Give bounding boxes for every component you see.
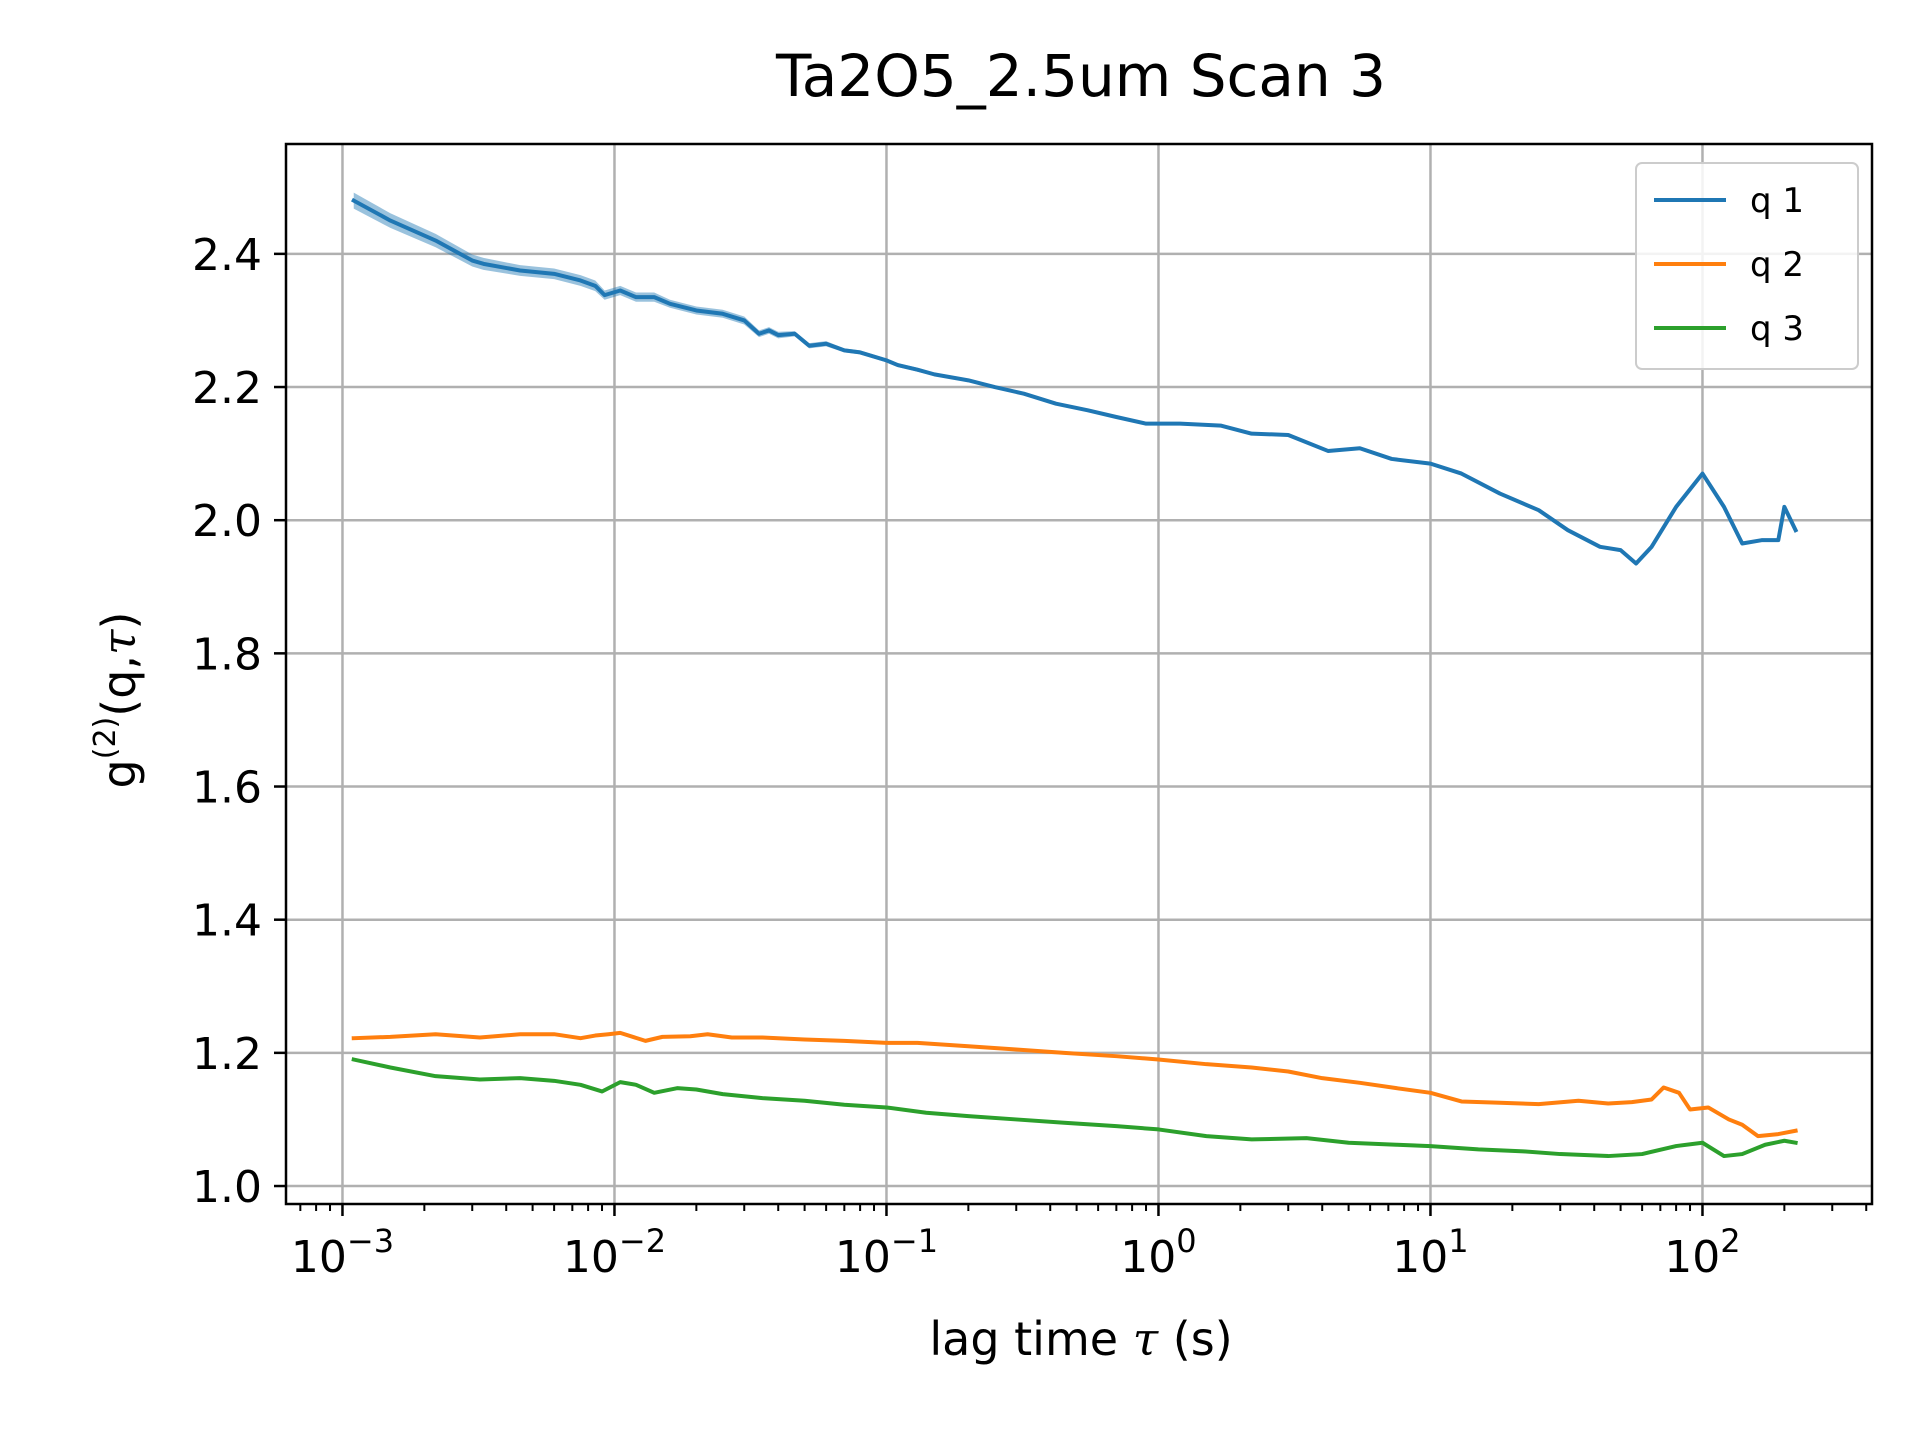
x-tick-label: 10−2 [563,1222,666,1283]
series-lines [351,197,1799,1159]
series-line [351,1057,1798,1159]
plot-area-frame [284,142,1874,1206]
x-tick-label-base: 10 [1392,1232,1448,1283]
y-tick-label: 2.4 [192,230,262,281]
y-axis-label-rest: (q, [92,655,146,717]
chart-title: Ta2O5_2.5um Scan 3 [775,42,1386,110]
y-axis-label-tau: τ [92,628,146,655]
x-axis-label-tau: τ [1133,1312,1160,1366]
x-tick-label-exponent: 0 [1176,1222,1196,1260]
y-tick-label: 1.0 [192,1162,262,1213]
x-axis-label: lag time τ (s) [929,1312,1232,1366]
x-axis-label-pre: lag time [929,1312,1132,1366]
y-tick-label: 1.4 [192,896,262,947]
x-tick-label: 100 [1120,1222,1196,1283]
legend: q 1 q 2 q 3 [1635,162,1859,370]
x-tick-label-base: 10 [835,1232,891,1283]
x-tick-label-exponent: −1 [891,1222,938,1260]
y-tick-label: 1.6 [192,763,262,814]
y-axis-label-close: ) [92,612,146,630]
y-tick-label: 1.2 [192,1029,262,1080]
y-axis-label-base: g [92,759,146,788]
legend-label: q 1 [1750,181,1804,221]
x-tick-label-base: 10 [563,1232,619,1283]
x-tick-label-exponent: −2 [619,1222,666,1260]
x-tick-label-base: 10 [1120,1232,1176,1283]
x-tick-label: 102 [1664,1222,1740,1283]
x-tick-label-exponent: 1 [1448,1222,1468,1260]
y-axis-label-sup: (2) [88,717,123,760]
x-tick-label-exponent: −3 [347,1222,394,1260]
x-tick-label: 10−1 [835,1222,938,1283]
series-line [351,197,1799,566]
x-tick-label-base: 10 [1664,1232,1720,1283]
y-tick-label: 1.8 [192,629,262,680]
x-tick-label-exponent: 2 [1720,1222,1740,1260]
x-tick-label-base: 10 [291,1232,347,1283]
series-line [351,1030,1798,1139]
legend-label: q 3 [1750,309,1804,349]
x-axis-label-post: (s) [1158,1312,1232,1366]
x-tick-label: 10−3 [291,1222,394,1283]
x-tick-label: 101 [1392,1222,1468,1283]
x-axis-ticks: 10−3 10−2 10−1 100 101 102 [291,1204,1868,1283]
y-axis-label: g(2)(q,τ) [88,612,146,789]
legend-box [1635,162,1859,370]
y-axis-ticks: 1.0 1.2 1.4 1.6 1.8 2.0 2.2 2.4 [192,230,286,1213]
y-tick-label: 2.2 [192,363,262,414]
legend-label: q 2 [1750,245,1804,285]
y-tick-label: 2.0 [192,496,262,547]
